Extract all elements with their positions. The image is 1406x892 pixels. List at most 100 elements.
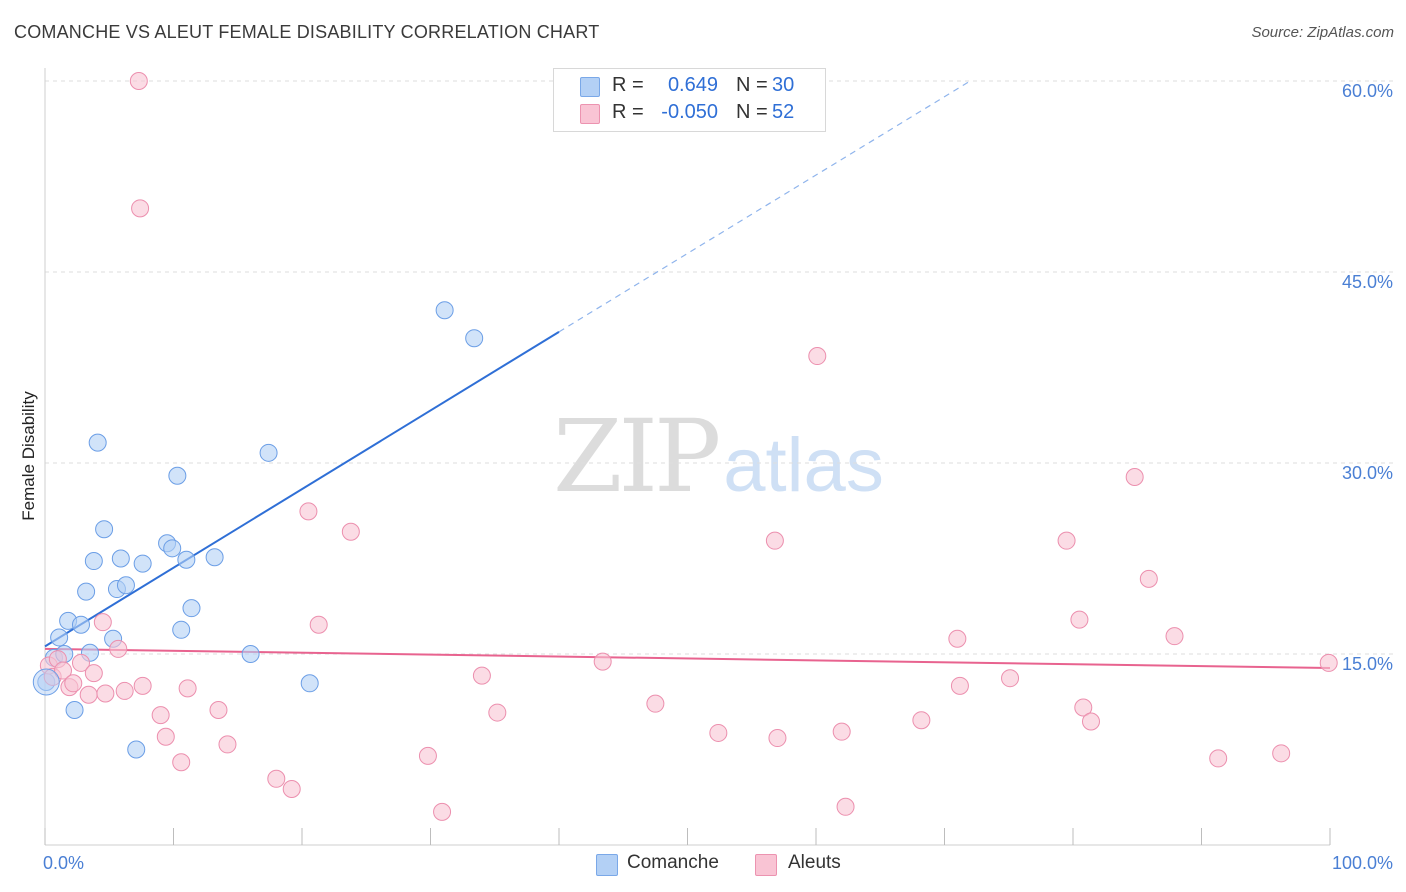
aleut-point (1081, 712, 1100, 731)
aleut-point (309, 615, 328, 634)
data-points (32, 72, 1338, 821)
axis-labels: 15.0% 30.0% 45.0% 60.0% 0.0% 100.0% Female Dis… (19, 81, 1393, 873)
legend-r-value: -0.050 (661, 101, 718, 123)
aleut-point (172, 753, 191, 772)
aleut-point (299, 502, 318, 521)
aleut-point (133, 676, 152, 695)
aleut-point (709, 723, 728, 742)
aleut-point (1070, 610, 1089, 629)
comanche-point (435, 301, 454, 320)
legend-n-label: N = (736, 101, 768, 123)
aleut-point (768, 729, 787, 748)
legend-label-aleuts: Aleuts (788, 852, 841, 873)
y-tick-label: 60.0% (1342, 81, 1393, 101)
comanche-point (71, 615, 90, 634)
aleut-point (131, 199, 150, 218)
aleut-point (209, 701, 228, 720)
aleut-point (950, 676, 969, 695)
legend-label-comanche: Comanche (627, 852, 719, 873)
comanche-point (172, 620, 191, 639)
y-tick-label: 15.0% (1342, 654, 1393, 674)
aleut-point (472, 666, 491, 685)
comanche-point (241, 645, 260, 663)
aleut-point (282, 779, 301, 798)
aleut-point (115, 681, 134, 700)
comanche-point (163, 539, 182, 558)
legend-r-label: R = (612, 101, 644, 123)
comanche-point (182, 599, 201, 618)
watermark-atlas: atlas (723, 423, 884, 508)
aleut-point (1209, 749, 1228, 768)
aleut-point (84, 664, 103, 683)
aleut-point (53, 661, 72, 680)
comanche-point (127, 740, 146, 759)
comanche-point (133, 554, 152, 573)
aleut-point (1001, 669, 1020, 688)
source-note: Source: ZipAtlas.com (1251, 24, 1394, 41)
aleut-point (836, 797, 855, 816)
aleut-trend-line (44, 647, 1331, 670)
legend-swatch-comanche (580, 77, 600, 97)
comanche-trend-line (44, 330, 560, 648)
x-tick-label-max: 100.0% (1332, 853, 1393, 873)
legend-n-value: 30 (772, 74, 795, 96)
legend-swatch-aleuts (755, 854, 777, 876)
y-tick-label: 45.0% (1342, 272, 1393, 292)
aleut-point (93, 613, 112, 632)
aleut-point (765, 531, 784, 550)
aleut-point (129, 72, 148, 90)
comanche-point (111, 549, 130, 568)
zipatlas-watermark: ZIPatlas (553, 398, 884, 515)
comanche-point (300, 674, 319, 693)
aleut-point (1272, 744, 1291, 763)
axes (44, 68, 1331, 846)
aleut-point (808, 347, 827, 366)
comanche-point (50, 628, 69, 647)
aleut-point (1319, 653, 1338, 672)
aleut-point (64, 674, 83, 693)
comanche-point (465, 329, 484, 348)
aleut-point (1139, 569, 1158, 588)
trend-lines (44, 80, 1331, 670)
correlation-legend: R = 0.649 N = 30 R = -0.050 N = 52 (553, 68, 826, 132)
y-tick-label: 30.0% (1342, 463, 1393, 483)
comanche-point (205, 548, 224, 567)
aleut-point (1057, 531, 1076, 550)
y-axis-title: Female Disability (19, 391, 38, 521)
aleut-point (646, 694, 665, 713)
comanche-point (88, 433, 107, 452)
series-legend: Comanche Aleuts (0, 852, 1406, 878)
comanche-point (84, 552, 103, 571)
legend-n-label: N = (736, 74, 768, 96)
aleut-point (71, 653, 90, 672)
aleut-point (267, 769, 286, 788)
aleut-point (218, 735, 237, 754)
comanche-point (168, 466, 187, 485)
comanche-point (77, 582, 96, 601)
comanche-trend-extension (558, 80, 971, 333)
aleut-point (948, 629, 967, 648)
comanche-point (116, 576, 135, 595)
legend-swatch-aleuts (580, 104, 600, 124)
comanche-point (177, 550, 196, 569)
aleut-point (1165, 627, 1184, 646)
aleut-point (488, 703, 507, 722)
aleut-point (1074, 698, 1093, 717)
aleut-point (151, 706, 170, 725)
aleut-point (109, 639, 128, 658)
watermark-zip: ZIP (553, 398, 721, 515)
aleut-point (1125, 468, 1144, 487)
legend-swatch-comanche (596, 854, 618, 876)
aleut-point (433, 802, 452, 821)
aleut-point (418, 746, 437, 765)
legend-r-value: 0.649 (667, 74, 718, 96)
aleut-point (832, 722, 851, 741)
aleut-point (178, 679, 197, 698)
aleut-point (593, 652, 612, 671)
aleut-point (96, 684, 115, 703)
aleut-point (912, 711, 931, 730)
aleut-point (341, 522, 360, 541)
aleut-point (79, 685, 98, 704)
comanche-point (259, 443, 278, 462)
